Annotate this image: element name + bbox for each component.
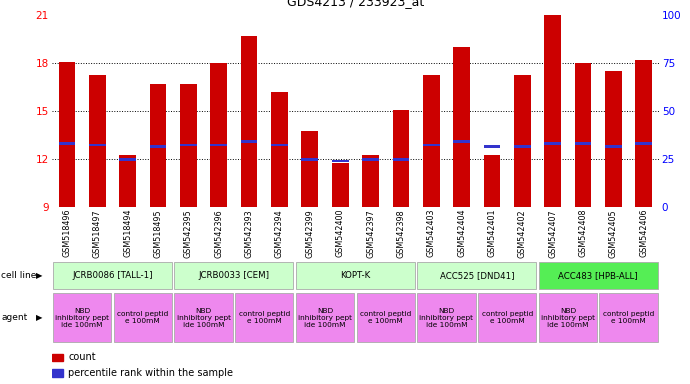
Bar (241, 36, 257, 207)
Bar (89, 144, 106, 146)
Bar (423, 74, 440, 207)
Text: control peptid
e 100mM: control peptid e 100mM (603, 311, 654, 324)
Bar (210, 63, 227, 207)
Text: GSM542397: GSM542397 (366, 209, 375, 258)
Text: GSM542405: GSM542405 (609, 209, 618, 258)
Text: JCRB0033 [CEM]: JCRB0033 [CEM] (199, 271, 269, 280)
Bar (59, 142, 75, 145)
Bar (119, 158, 136, 161)
Bar (362, 158, 379, 161)
Text: GSM542400: GSM542400 (335, 209, 345, 258)
Bar (89, 74, 106, 207)
Bar (544, 15, 561, 207)
Bar (241, 140, 257, 143)
Text: GSM542403: GSM542403 (426, 209, 436, 258)
Text: GSM542404: GSM542404 (457, 209, 466, 258)
Bar (539, 293, 597, 342)
Bar (332, 162, 348, 207)
Bar (271, 92, 288, 207)
Text: ▶: ▶ (36, 313, 42, 322)
Bar (484, 155, 500, 207)
Bar (296, 262, 415, 289)
Bar (635, 60, 652, 207)
Bar (175, 293, 233, 342)
Text: percentile rank within the sample: percentile rank within the sample (68, 368, 233, 378)
Bar (605, 71, 622, 207)
Bar (575, 142, 591, 145)
Bar (150, 145, 166, 148)
Bar (114, 293, 172, 342)
Bar (453, 140, 470, 143)
Text: GSM542394: GSM542394 (275, 209, 284, 258)
Bar (119, 155, 136, 207)
Text: NBD
inhibitory pept
ide 100mM: NBD inhibitory pept ide 100mM (420, 308, 473, 328)
Bar (235, 293, 293, 342)
Text: GSM542399: GSM542399 (305, 209, 315, 258)
Text: JCRB0086 [TALL-1]: JCRB0086 [TALL-1] (72, 271, 152, 280)
Text: control peptid
e 100mM: control peptid e 100mM (117, 311, 168, 324)
Bar (302, 131, 318, 207)
Text: GSM542407: GSM542407 (548, 209, 558, 258)
Text: ACC525 [DND41]: ACC525 [DND41] (440, 271, 514, 280)
Bar (514, 145, 531, 148)
Bar (393, 158, 409, 161)
Bar (175, 262, 293, 289)
Bar (296, 293, 354, 342)
Text: control peptid
e 100mM: control peptid e 100mM (360, 311, 411, 324)
Bar (53, 262, 172, 289)
Bar (478, 293, 536, 342)
Text: GSM542395: GSM542395 (184, 209, 193, 258)
Bar (417, 293, 475, 342)
Bar (514, 74, 531, 207)
Bar (635, 142, 652, 145)
Bar (271, 144, 288, 146)
Bar (302, 158, 318, 161)
Text: control peptid
e 100mM: control peptid e 100mM (482, 311, 533, 324)
Text: GSM542408: GSM542408 (578, 209, 588, 258)
Bar (357, 293, 415, 342)
Bar (362, 155, 379, 207)
Bar (544, 142, 561, 145)
Bar (52, 354, 63, 361)
Text: KOPT-K: KOPT-K (340, 271, 371, 280)
Text: GSM518497: GSM518497 (92, 209, 102, 258)
Bar (484, 145, 500, 148)
Text: GSM542406: GSM542406 (639, 209, 649, 258)
Bar (332, 159, 348, 162)
Bar (539, 262, 658, 289)
Bar (150, 84, 166, 207)
Bar (393, 110, 409, 207)
Text: cell line: cell line (1, 271, 37, 280)
Bar (600, 293, 658, 342)
Bar (59, 62, 75, 207)
Text: GDS4213 / 233923_at: GDS4213 / 233923_at (287, 0, 424, 8)
Text: GSM518495: GSM518495 (153, 209, 163, 258)
Bar (53, 293, 111, 342)
Bar (210, 144, 227, 146)
Text: NBD
inhibitory pept
ide 100mM: NBD inhibitory pept ide 100mM (298, 308, 352, 328)
Text: GSM542402: GSM542402 (518, 209, 527, 258)
Text: NBD
inhibitory pept
ide 100mM: NBD inhibitory pept ide 100mM (541, 308, 595, 328)
Text: agent: agent (1, 313, 28, 322)
Text: GSM542398: GSM542398 (396, 209, 406, 258)
Bar (453, 47, 470, 207)
Text: GSM542401: GSM542401 (487, 209, 497, 258)
Bar (605, 145, 622, 148)
Text: NBD
inhibitory pept
ide 100mM: NBD inhibitory pept ide 100mM (177, 308, 230, 328)
Text: GSM518494: GSM518494 (123, 209, 132, 258)
Text: GSM542396: GSM542396 (214, 209, 224, 258)
Text: count: count (68, 353, 96, 362)
Bar (52, 369, 63, 377)
Bar (423, 144, 440, 146)
Bar (417, 262, 536, 289)
Text: ACC483 [HPB-ALL]: ACC483 [HPB-ALL] (558, 271, 638, 280)
Bar (575, 63, 591, 207)
Text: GSM542393: GSM542393 (244, 209, 254, 258)
Text: control peptid
e 100mM: control peptid e 100mM (239, 311, 290, 324)
Bar (180, 84, 197, 207)
Text: ▶: ▶ (36, 271, 42, 280)
Text: GSM518496: GSM518496 (62, 209, 72, 258)
Text: NBD
inhibitory pept
ide 100mM: NBD inhibitory pept ide 100mM (55, 308, 109, 328)
Bar (180, 144, 197, 146)
